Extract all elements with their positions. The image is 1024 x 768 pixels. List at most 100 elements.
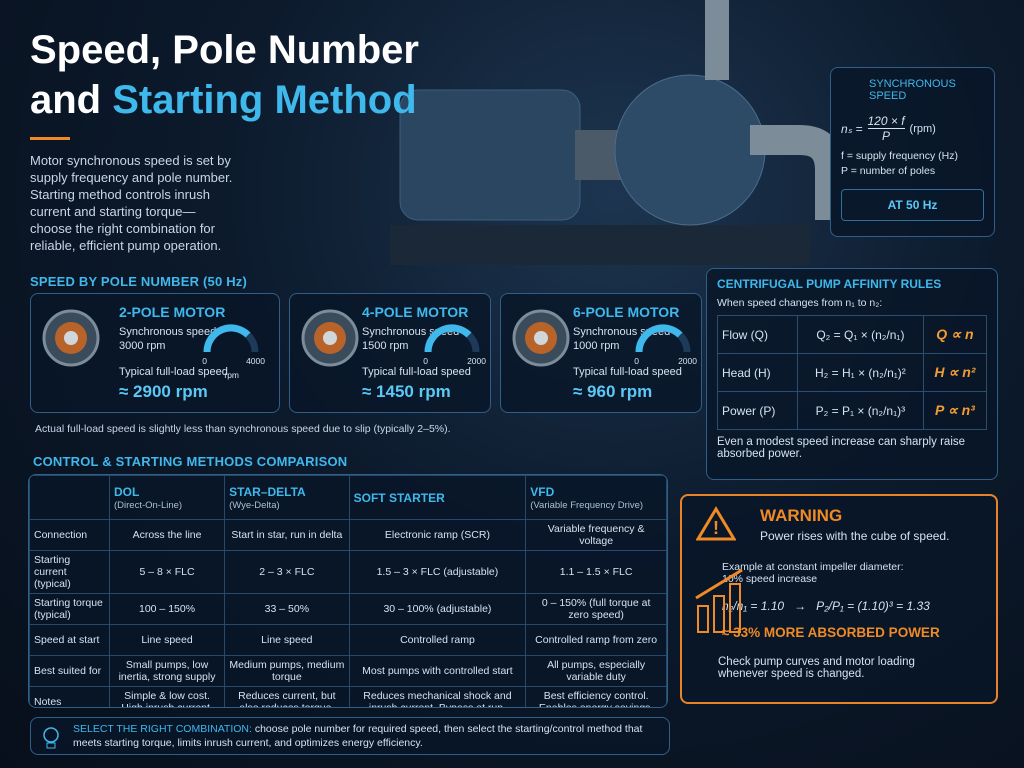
column-name: SOFT STARTER	[353, 490, 445, 505]
affinity-row: Head (H) H₂ = H₁ × (n₂/n₁)² H ∝ n²	[717, 353, 988, 392]
table-cell: 0 – 150% (full torque at zero speed)	[525, 593, 667, 625]
gauge-min: 0	[634, 356, 639, 366]
column-name: STAR–DELTA	[229, 484, 306, 499]
gauge-max: 2000	[467, 356, 486, 366]
accent-rule	[30, 137, 70, 140]
title-block: Speed, Pole Number and Starting Method	[30, 25, 419, 125]
row-label: Starting torque (typical)	[29, 593, 110, 625]
title-accent: Starting Method	[112, 78, 417, 122]
table-row: Best suited for Small pumps, low inertia,…	[29, 655, 667, 687]
gauge	[424, 324, 480, 353]
table-cell: 1.1 – 1.5 × FLC	[525, 550, 667, 594]
table-cell: Reduces mechanical shock and inrush curr…	[348, 686, 527, 707]
header-row: DOL (Direct-On-Line) STAR–DELTA (Wye-Delta)…	[29, 475, 667, 520]
pump-illustration	[390, 0, 830, 265]
card-title: 6-POLE MOTOR	[573, 304, 680, 320]
table-cell: Medium pumps, medium torque	[224, 655, 350, 687]
formula-right: P₂/P₁ = (1.10)³ = 1.33	[816, 599, 930, 613]
table-cell: Start in star, run in delta	[224, 519, 350, 551]
affinity-title: CENTRIFUGAL PUMP AFFINITY RULES	[717, 277, 942, 291]
table-row: Speed at start Line speed Line speed Contro…	[29, 624, 667, 656]
gauge-max: 2000	[678, 356, 697, 366]
pipe	[705, 0, 729, 80]
table-cell: All pumps, especially variable duty	[525, 655, 667, 687]
affinity-label: Power (P)	[717, 391, 798, 430]
gauge-min: 0	[423, 356, 428, 366]
formula-lhs: nₛ =	[841, 121, 863, 136]
affinity-formula: Q₂ = Q₁ × (n₂/n₁)	[797, 315, 924, 354]
comparison-box: DOL (Direct-On-Line) STAR–DELTA (Wye-Delta)…	[28, 474, 668, 708]
table-cell: Simple & low cost. High inrush current.	[108, 686, 226, 707]
table-cell: Across the line	[108, 519, 226, 551]
table-row: Starting torque (typical) 100 – 150% 33 – …	[29, 593, 667, 625]
column-sub: (Wye-Delta)	[229, 499, 280, 511]
table-cell: Electronic ramp (SCR)	[348, 519, 527, 551]
row-label: Starting current (typical)	[29, 550, 110, 594]
comparison-table: DOL (Direct-On-Line) STAR–DELTA (Wye-Delta)…	[29, 475, 667, 707]
gauge-unit: rpm	[224, 370, 239, 380]
unit: (rpm)	[909, 122, 936, 135]
table-cell: Most pumps with controlled start	[348, 655, 527, 687]
formula-left: n₂/n₁ = 1.10	[722, 599, 785, 613]
growth-icon	[695, 568, 743, 633]
full-load-value: ≈ 1450 rpm	[362, 382, 451, 401]
table-cell: Line speed	[108, 624, 226, 656]
svg-text:!: !	[713, 518, 719, 538]
full-load-value: ≈ 2900 rpm	[119, 382, 208, 401]
column-sub: (Variable Frequency Drive)	[530, 499, 644, 511]
affinity-intro: When speed changes from n₁ to n₂:	[717, 297, 883, 309]
arrow: →	[794, 599, 807, 613]
affinity-note: Even a modest speed increase can sharply…	[717, 436, 966, 460]
table-cell: 100 – 150%	[108, 593, 226, 625]
corner-cell	[29, 475, 110, 520]
table-cell: 1.5 – 3 × FLC (adjustable)	[348, 550, 527, 594]
full-load-label: Typical full-load speed	[362, 366, 471, 378]
pole-card: 2-POLE MOTOR Synchronous speed 3000 rpm Typ…	[30, 293, 280, 413]
gauge	[203, 324, 259, 353]
definition: f = supply frequency (Hz)	[841, 150, 959, 162]
sync-label: Synchronous speed	[119, 326, 217, 338]
numerator: 120 × f	[867, 114, 905, 129]
row-label: Best suited for	[29, 655, 110, 687]
column-name: DOL	[114, 484, 140, 499]
row-label: Notes	[29, 686, 110, 707]
section-title: SPEED BY POLE NUMBER (50 Hz)	[30, 274, 248, 289]
table-cell: 30 – 100% (adjustable)	[348, 593, 527, 625]
pole-card: 4-POLE MOTOR Synchronous speed 1500 rpm Typ…	[289, 293, 491, 413]
full-load-value: ≈ 960 rpm	[573, 382, 653, 401]
affinity-label: Head (H)	[717, 353, 798, 392]
warning-box: ! WARNING Power rises with the cube of s…	[680, 494, 998, 704]
column-sub: (Direct-On-Line)	[114, 499, 183, 511]
card-title: 4-POLE MOTOR	[362, 304, 469, 320]
affinity-formula: H₂ = H₁ × (n₂/n₁)²	[797, 353, 924, 392]
affinity-proportion: P ∝ n³	[922, 391, 988, 430]
title: Speed, Pole Number	[30, 28, 419, 72]
column-header: VFD (Variable Frequency Drive)	[525, 475, 667, 520]
table-cell: 2 – 3 × FLC	[224, 550, 350, 594]
title-part: and	[30, 78, 102, 122]
warning-title: WARNING	[760, 506, 843, 525]
intro: Motor synchronous speed is set by supply…	[30, 153, 233, 253]
column-header: SOFT STARTER	[348, 475, 527, 520]
table-cell: Small pumps, low inertia, strong supply	[108, 655, 226, 687]
row-label: Speed at start	[29, 624, 110, 656]
card-title: 2-POLE MOTOR	[119, 304, 226, 320]
affinity-proportion: Q ∝ n	[922, 315, 988, 354]
pole-card: 6-POLE MOTOR Synchronous speed 1000 rpm Typ…	[500, 293, 702, 413]
sync-value: 3000 rpm	[119, 340, 166, 352]
stator-icon	[42, 309, 100, 367]
gauge-min: 0	[202, 356, 207, 366]
warning-example: Example at constant impeller diameter: 1…	[722, 561, 904, 585]
stator-icon	[301, 309, 359, 367]
table-cell: Controlled ramp	[348, 624, 527, 656]
footer-text: choose pole number for required speed, t…	[73, 723, 643, 749]
warning-formula: n₂/n₁ = 1.10 → P₂/P₁ = (1.10)³ = 1.33	[722, 599, 982, 613]
column-name: VFD	[530, 484, 555, 499]
footnote: Actual full-load speed is slightly less …	[35, 423, 451, 435]
affinity-row: Power (P) P₂ = P₁ × (n₂/n₁)³ P ∝ n³	[717, 391, 988, 430]
pump-base	[390, 225, 810, 265]
pipe-elbow	[750, 125, 830, 220]
